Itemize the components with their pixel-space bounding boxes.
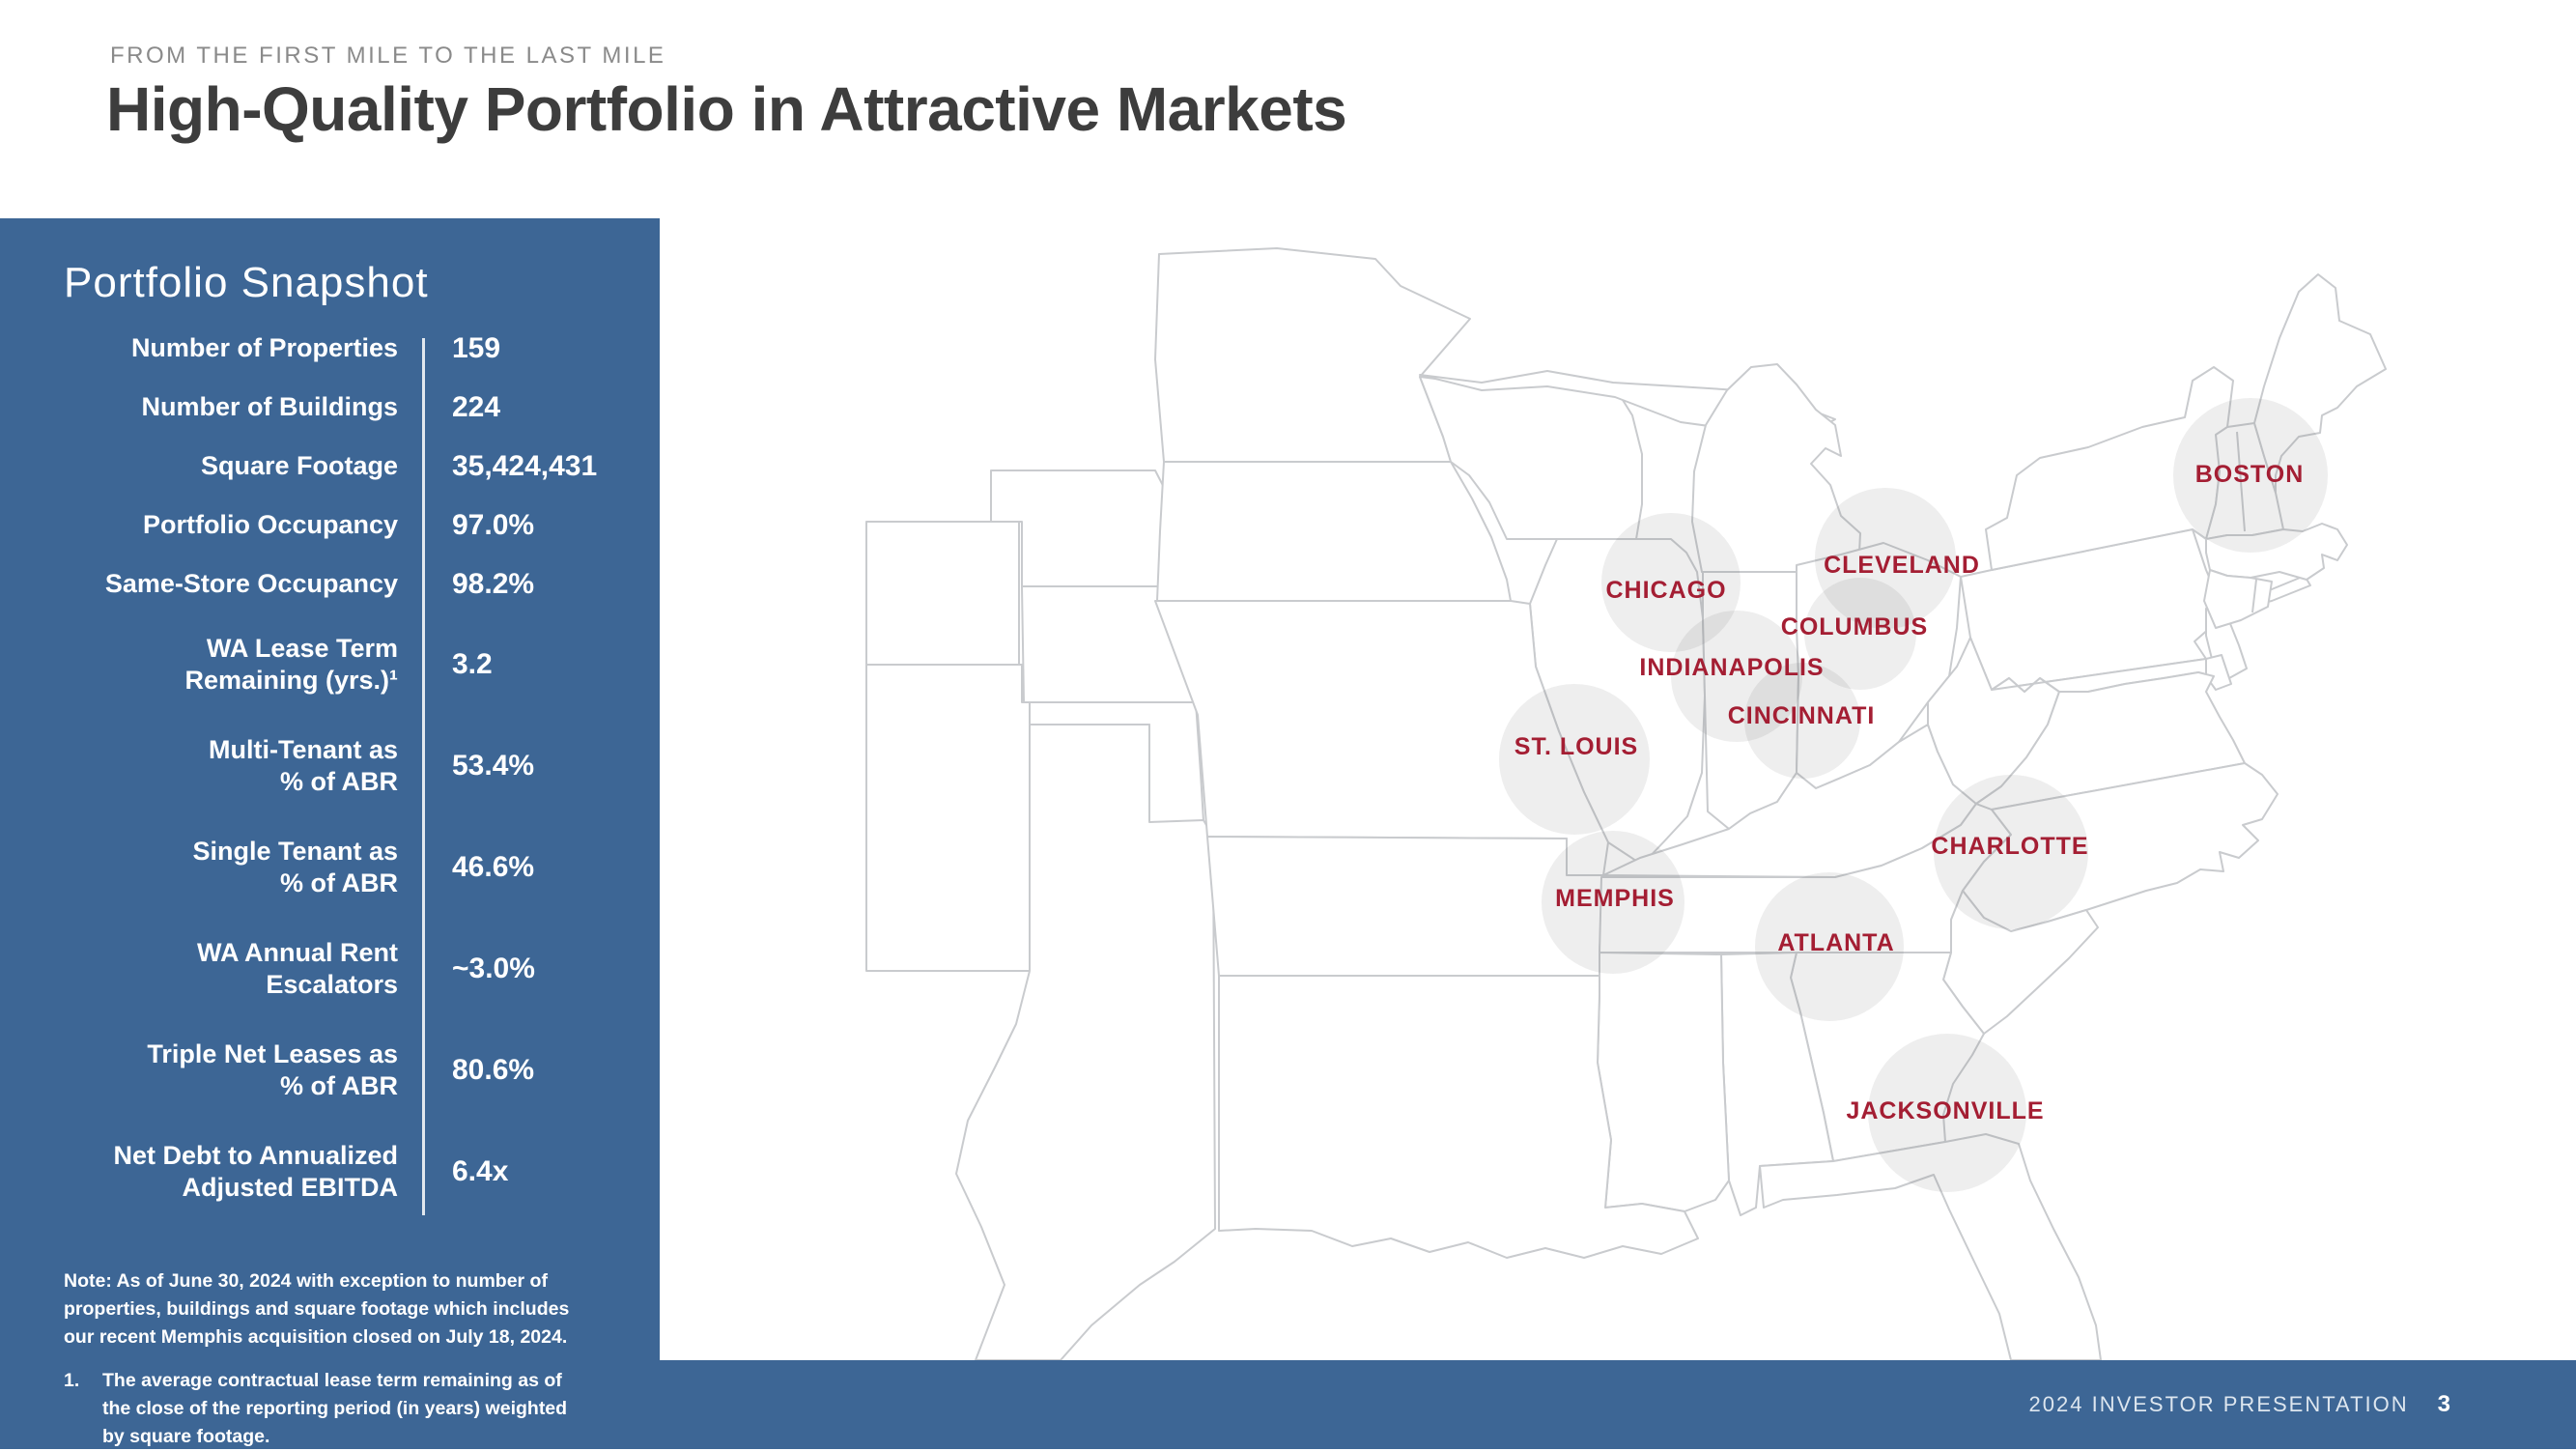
metric-label: WA Annual Rent Escalators — [197, 937, 398, 999]
metric-row: Multi-Tenant as % of ABR 53.4% — [0, 715, 660, 816]
metric-value: 53.4% — [452, 749, 535, 782]
page-title: High-Quality Portfolio in Attractive Mar… — [106, 74, 1347, 144]
city-label: JACKSONVILLE — [1846, 1097, 2044, 1124]
portfolio-snapshot-panel: Portfolio Snapshot Number of Properties 1… — [0, 218, 660, 1449]
state-outlines — [865, 247, 2387, 1361]
metric-label: Single Tenant as % of ABR — [192, 836, 398, 897]
page-number: 3 — [2437, 1391, 2450, 1417]
city-bubble — [1744, 663, 1860, 779]
city-label: INDIANAPOLIS — [1639, 654, 1824, 681]
metric-value: 6.4x — [452, 1154, 509, 1187]
footer-label: 2024 INVESTOR PRESENTATION — [2028, 1392, 2409, 1416]
metric-label: Multi-Tenant as % of ABR — [208, 734, 398, 796]
city-bubble — [1542, 831, 1684, 974]
city-label: CINCINNATI — [1728, 702, 1876, 729]
metric-value: 224 — [452, 390, 501, 423]
notes-block: Note: As of June 30, 2024 with exception… — [64, 1267, 643, 1451]
metric-value: 159 — [452, 331, 501, 364]
footnote-marker: 1. — [64, 1370, 80, 1391]
metric-value: 35,424,431 — [452, 449, 598, 482]
metrics-divider-line — [422, 338, 425, 1215]
metric-row: Number of Buildings 224 — [0, 378, 660, 437]
city-label: CHARLOTTE — [1931, 833, 2088, 860]
metric-label: Number of Buildings — [141, 392, 399, 421]
city-bubble — [1671, 611, 1802, 742]
metric-label: Triple Net Leases as % of ABR — [147, 1038, 398, 1100]
city-bubble — [1755, 872, 1904, 1021]
city-label: COLUMBUS — [1781, 613, 1928, 640]
metric-row: Number of Properties 159 — [0, 319, 660, 378]
metric-row: Same-Store Occupancy 98.2% — [0, 555, 660, 613]
metric-value: 46.6% — [452, 850, 535, 883]
metric-label: Same-Store Occupancy — [104, 569, 398, 598]
metric-value: ~3.0% — [452, 952, 535, 984]
city-bubble — [1868, 1034, 2026, 1192]
metric-label: Portfolio Occupancy — [142, 510, 398, 539]
metric-label: Net Debt to Annualized Adjusted EBITDA — [113, 1140, 399, 1202]
city-bubble — [1804, 578, 1916, 690]
metric-label: Square Footage — [200, 451, 398, 480]
metric-label: Number of Properties — [130, 333, 398, 362]
footnote: 1. The average contractual lease term re… — [64, 1367, 643, 1451]
metric-row: Net Debt to Annualized Adjusted EBITDA 6.… — [0, 1121, 660, 1222]
metric-value: 80.6% — [452, 1053, 535, 1086]
city-label: MEMPHIS — [1555, 885, 1675, 912]
city-label: BOSTON — [2195, 461, 2305, 488]
city-bubble — [1601, 513, 1741, 652]
metrics-table: Number of Properties 159 Number of Buildin… — [0, 319, 660, 1222]
metric-row: WA Annual Rent Escalators ~3.0% — [0, 918, 660, 1019]
metric-row: Square Footage 35,424,431 — [0, 437, 660, 496]
city-label: ATLANTA — [1777, 929, 1894, 956]
metric-value: 98.2% — [452, 567, 535, 600]
footnote-text: The average contractual lease term remai… — [102, 1370, 568, 1447]
city-bubble — [1934, 775, 2088, 929]
metric-label: WA Lease Term Remaining (yrs.)¹ — [184, 633, 398, 695]
note-text: Note: As of June 30, 2024 with exception… — [64, 1270, 570, 1348]
city-markers: CHICAGO CLEVELAND COLUMBUS INDIANAPOLIS CINC… — [1499, 398, 2328, 1192]
metric-row: Portfolio Occupancy 97.0% — [0, 496, 660, 555]
city-label: CHICAGO — [1605, 577, 1726, 604]
eyebrow-tagline: FROM THE FIRST MILE TO THE LAST MILE — [110, 43, 666, 69]
city-label: CLEVELAND — [1824, 552, 1980, 579]
city-label: ST. LOUIS — [1514, 733, 1638, 760]
metric-row: Triple Net Leases as % of ABR 80.6% — [0, 1019, 660, 1121]
metric-value: 97.0% — [452, 508, 535, 541]
city-bubble — [2173, 398, 2328, 553]
city-bubble — [1499, 684, 1650, 835]
metric-value: 3.2 — [452, 647, 493, 680]
metric-row: WA Lease Term Remaining (yrs.)¹ 3.2 — [0, 613, 660, 715]
city-bubble — [1815, 488, 1956, 629]
panel-title: Portfolio Snapshot — [64, 259, 429, 306]
metric-row: Single Tenant as % of ABR 46.6% — [0, 816, 660, 918]
